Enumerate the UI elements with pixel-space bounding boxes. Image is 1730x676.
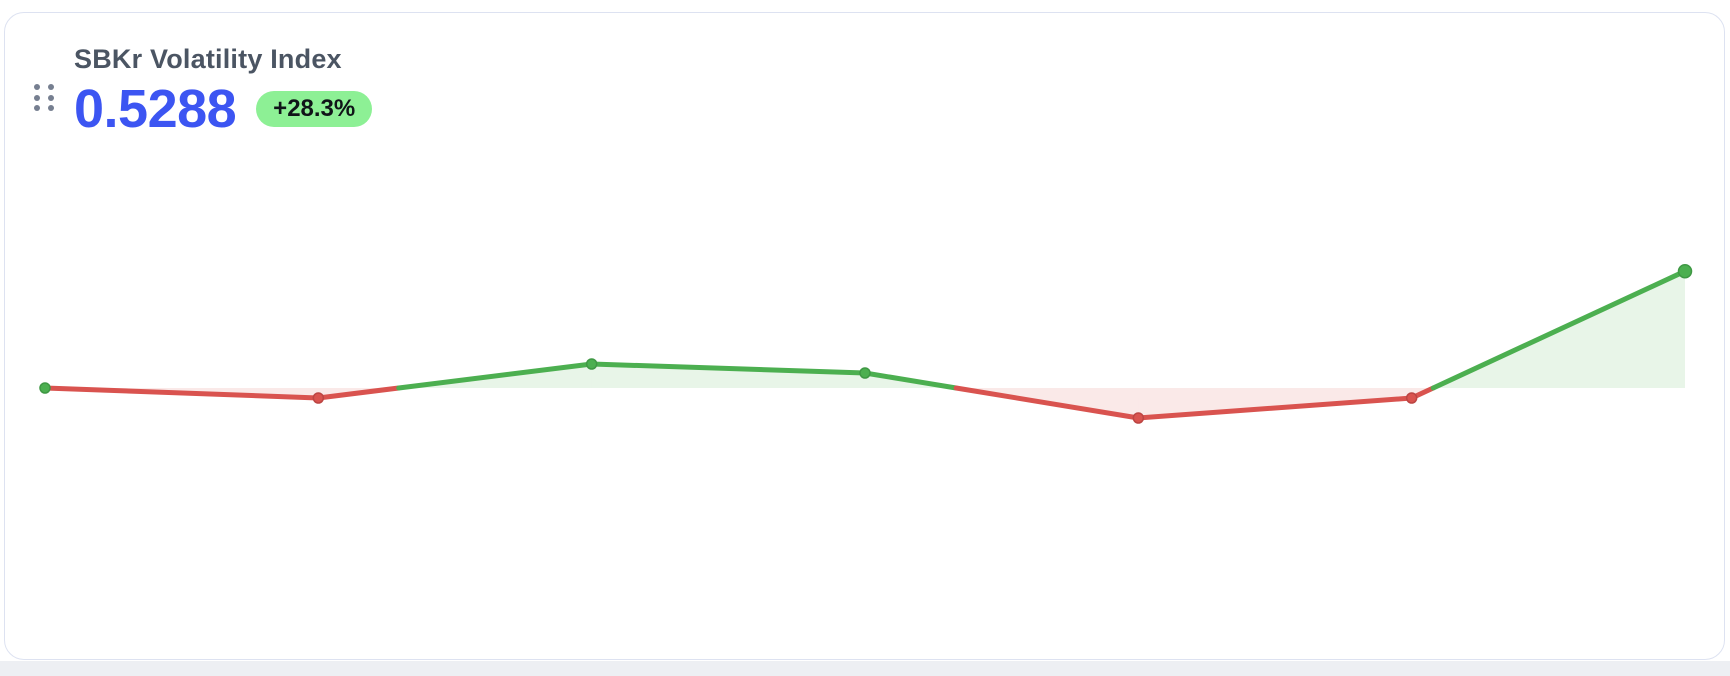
drag-handle-icon[interactable] bbox=[34, 84, 54, 111]
value-row: 0.5288 +28.3% bbox=[74, 79, 373, 139]
index-value: 0.5288 bbox=[74, 79, 237, 139]
volatility-card: SBKr Volatility Index 0.5288 +28.3% bbox=[4, 12, 1725, 660]
card-header: SBKr Volatility Index 0.5288 +28.3% bbox=[74, 43, 373, 139]
bottom-strip bbox=[0, 661, 1730, 676]
card-title: SBKr Volatility Index bbox=[74, 44, 342, 74]
change-badge: +28.3% bbox=[256, 91, 373, 127]
